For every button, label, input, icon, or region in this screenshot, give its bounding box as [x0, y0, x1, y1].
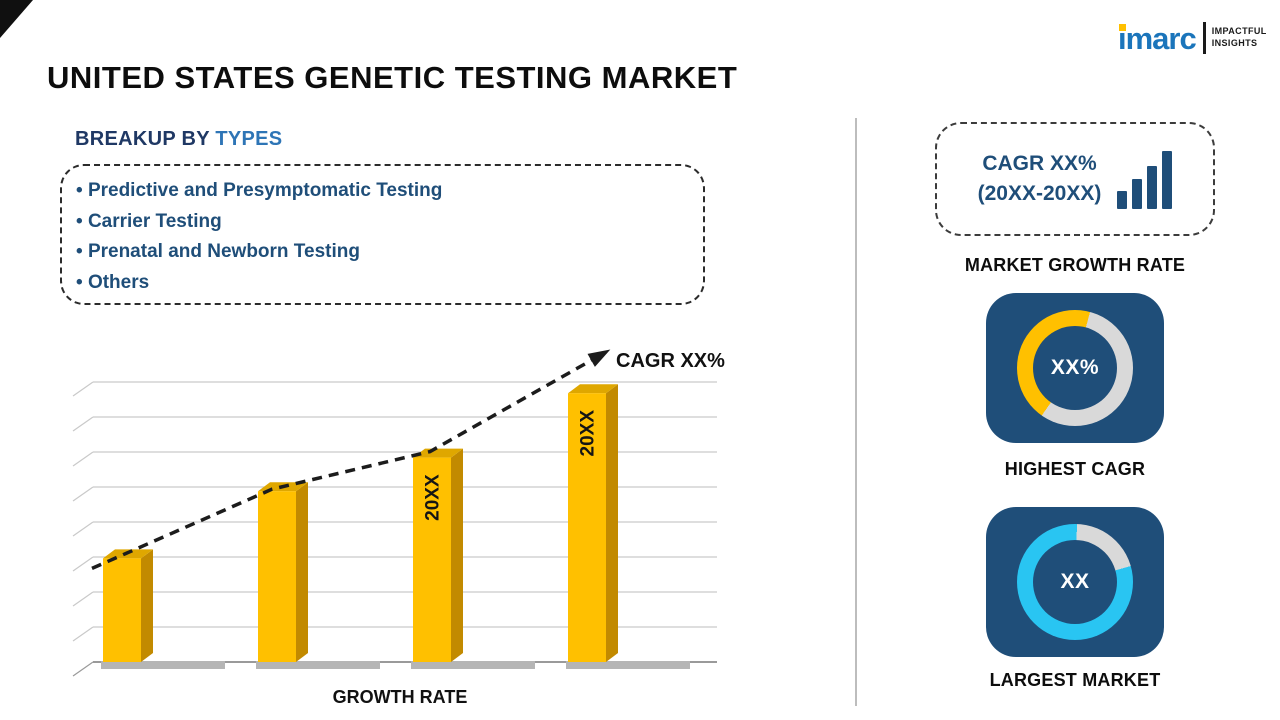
logo-tagline-line1: IMPACTFUL — [1211, 26, 1267, 37]
chart-bars: 20XX 20XX — [91, 349, 690, 669]
logo-i-dot — [1119, 23, 1126, 31]
bar-chart-icon — [1117, 149, 1173, 209]
breakup-item: Others — [76, 268, 703, 299]
breakup-item: Predictive and Presymptomatic Testing — [76, 176, 703, 207]
breakup-heading-prefix: BREAKUP BY — [75, 128, 210, 150]
svg-text:20XX: 20XX — [423, 474, 444, 521]
chart-gridlines — [72, 381, 717, 677]
logo-divider — [1202, 22, 1206, 54]
chart-xlabel: GROWTH RATE — [332, 687, 468, 707]
breakup-heading-highlight: TYPES — [215, 128, 283, 150]
growth-bar-chart: 20XX 20XX CAGR XX% GROWTH RATE — [65, 337, 735, 708]
logo-brand: imarc — [1118, 20, 1197, 56]
breakup-heading: BREAKUP BY TYPES — [75, 128, 282, 151]
cagr-box-line2: (20XX-20XX) — [977, 182, 1102, 205]
section-divider — [855, 118, 857, 706]
highest-cagr-label: HIGHEST CAGR — [1004, 459, 1146, 479]
logo-brand-text: imarc — [1118, 20, 1197, 56]
cagr-box-line1: CAGR XX% — [982, 151, 1097, 175]
breakup-list: Predictive and Presymptomatic Testing Ca… — [76, 176, 703, 298]
breakup-item: Prenatal and Newborn Testing — [76, 237, 703, 268]
logo-tagline-line2: INSIGHTS — [1211, 38, 1258, 48]
market-growth-rate-label: MARKET GROWTH RATE — [964, 255, 1186, 275]
svg-text:20XX: 20XX — [578, 410, 599, 457]
cagr-annotation: CAGR XX% — [616, 350, 725, 372]
logo-tagline: IMPACTFUL INSIGHTS — [1212, 26, 1267, 49]
highest-cagr-card: XX% — [986, 293, 1164, 443]
cagr-box: CAGR XX% (20XX-20XX) — [935, 122, 1215, 236]
largest-market-donut: XX — [1017, 524, 1133, 640]
page-title: UNITED STATES GENETIC TESTING MARKET — [47, 60, 738, 95]
highest-cagr-value: XX% — [1033, 326, 1117, 410]
corner-accent — [0, 0, 33, 38]
imarc-logo: imarc IMPACTFUL INSIGHTS — [1118, 22, 1267, 54]
highest-cagr-donut: XX% — [1017, 310, 1133, 426]
breakup-item: Carrier Testing — [76, 207, 703, 238]
breakup-list-box: Predictive and Presymptomatic Testing Ca… — [60, 164, 705, 305]
largest-market-card: XX — [986, 507, 1164, 657]
largest-market-label: LARGEST MARKET — [989, 670, 1161, 690]
cagr-box-text: CAGR XX% (20XX-20XX) — [978, 149, 1102, 210]
largest-market-value: XX — [1033, 540, 1117, 624]
bar-chart-svg: 20XX 20XX CAGR XX% — [72, 349, 725, 677]
